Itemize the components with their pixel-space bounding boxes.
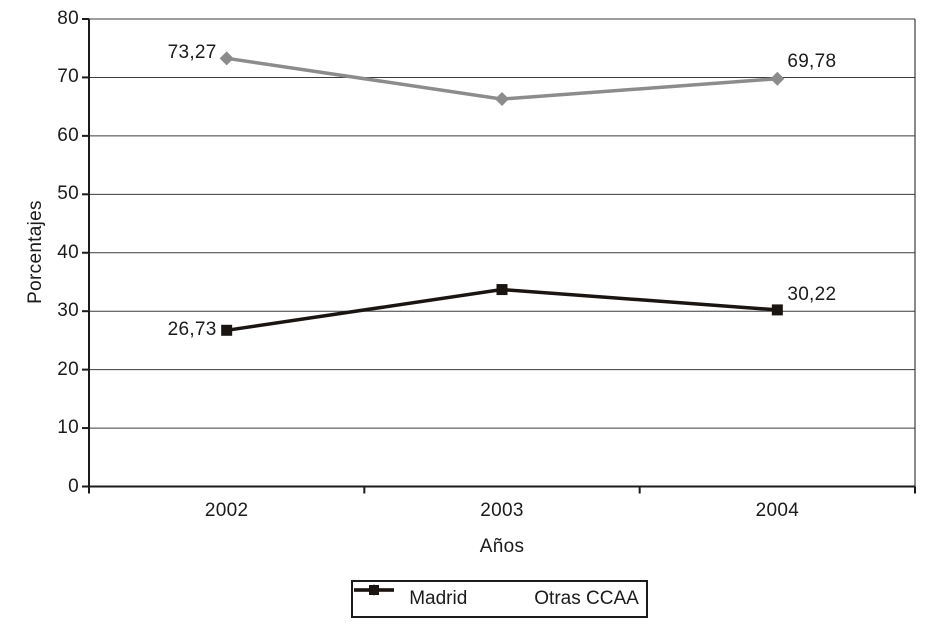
y-tick-label: 40 bbox=[57, 241, 79, 263]
y-tick-label: 10 bbox=[57, 417, 79, 439]
y-tick-label: 50 bbox=[57, 183, 79, 205]
x-tick-label: 2002 bbox=[204, 500, 249, 521]
y-tick-label: 30 bbox=[57, 300, 79, 322]
legend-label-madrid: Madrid bbox=[409, 588, 468, 609]
y-tick-label: 60 bbox=[57, 124, 79, 146]
data-label-otras-2002: 26,73 bbox=[167, 319, 217, 341]
legend-label-otras-ccaa: Otras CCAA bbox=[534, 588, 639, 609]
legend: Madrid Otras CCAA bbox=[351, 580, 648, 618]
y-tick-label: 70 bbox=[57, 66, 79, 88]
x-axis-title: Años bbox=[479, 536, 525, 557]
data-label-madrid-2002: 73,27 bbox=[167, 42, 217, 64]
x-tick-label: 2003 bbox=[480, 500, 524, 521]
y-tick-label: 20 bbox=[57, 358, 79, 380]
data-label-otras-2004: 30,22 bbox=[787, 283, 837, 305]
otras-ccaa-line-marker-icon bbox=[354, 585, 527, 607]
y-tick-label: 80 bbox=[57, 8, 79, 29]
data-label-madrid-2004: 69,78 bbox=[787, 50, 837, 72]
y-axis-title: Porcentajes bbox=[25, 200, 46, 304]
x-tick-label: 2004 bbox=[755, 500, 800, 521]
legend-item-otras-ccaa: Otras CCAA bbox=[354, 585, 639, 610]
y-tick-label: 0 bbox=[68, 475, 79, 497]
